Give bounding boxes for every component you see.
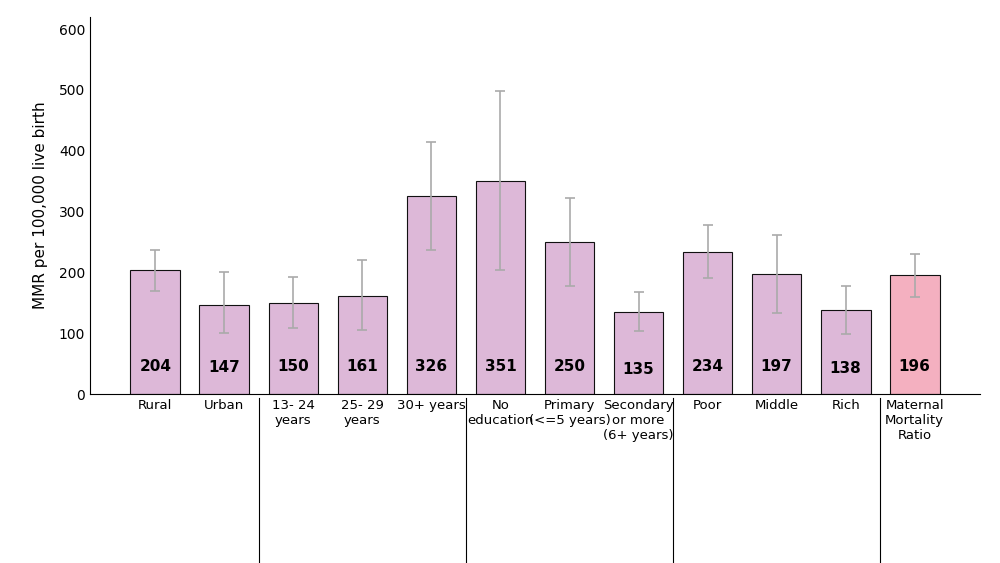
Bar [545,242,594,394]
Text: 161: 161 [347,359,378,374]
Y-axis label: MMR per 100,000 live birth: MMR per 100,000 live birth [33,102,48,309]
Bar [199,305,249,394]
Bar [821,310,871,394]
Bar [890,275,940,394]
Text: 234: 234 [692,359,724,374]
Bar [338,296,387,394]
Bar [476,181,525,394]
Text: 326: 326 [415,359,448,374]
Bar [269,303,318,394]
Text: 150: 150 [278,359,309,374]
Bar [614,312,663,394]
Bar [130,270,180,394]
Bar [683,252,732,394]
Text: 147: 147 [208,360,240,375]
Bar [407,196,456,394]
Bar [752,274,801,394]
Text: 250: 250 [554,359,586,374]
Text: 197: 197 [761,359,792,374]
Text: 351: 351 [485,359,516,374]
Text: 135: 135 [623,362,654,377]
Text: 204: 204 [139,359,171,374]
Text: 138: 138 [830,361,862,377]
Text: 196: 196 [899,359,931,374]
